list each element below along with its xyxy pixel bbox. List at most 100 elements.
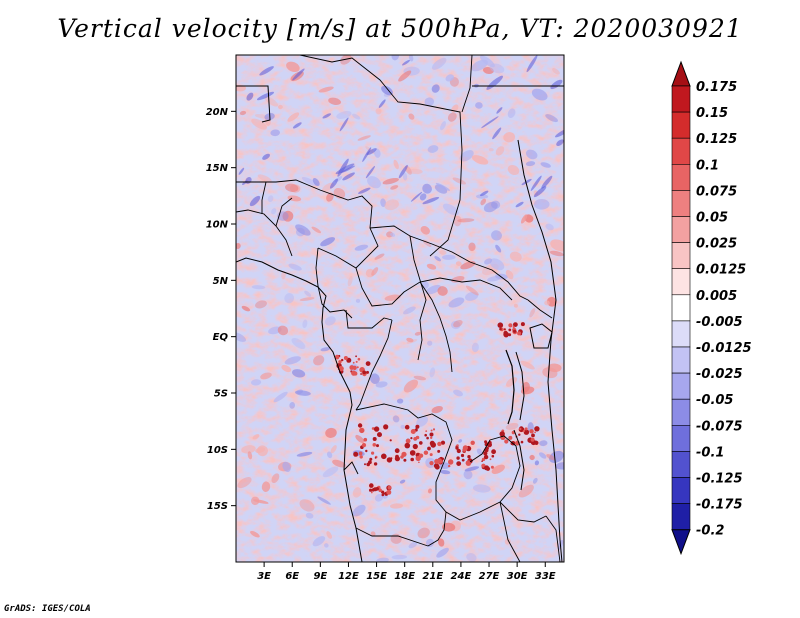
convective-cell [497,322,504,329]
velocity-cell [545,114,558,123]
velocity-cell [448,297,465,308]
convective-cell [531,433,535,438]
velocity-cell [460,261,476,270]
velocity-cell [408,541,418,549]
convective-cell [512,325,515,329]
velocity-cell [414,331,422,336]
velocity-cell [483,201,498,213]
velocity-cell [547,363,562,373]
velocity-cell [299,499,315,512]
convective-cell [504,439,509,444]
downdraft-cell [410,191,423,202]
velocity-cell [241,445,256,454]
velocity-cell [438,538,445,547]
convective-cell [409,450,416,456]
convective-cell [427,446,431,451]
colorbar-label: -0.0125 [696,341,752,356]
velocity-cell [403,306,416,315]
colorbar-swatch [671,320,691,348]
colorbar-label: 0.05 [696,211,728,226]
convective-cell [467,455,471,459]
downdraft-cell [479,190,489,197]
velocity-cell [236,85,246,92]
velocity-cell [471,155,489,165]
velocity-cell [475,102,483,109]
velocity-cell [255,300,267,309]
velocity-cell [301,177,318,186]
convective-cell [441,457,445,461]
colorbar: 0.175 0.15 0.125 0.1 0.075 0.05 0.025 0.0125 0.0… [671,60,752,556]
convective-cell [522,429,526,432]
convective-cell [481,460,483,463]
convective-cell [434,458,440,465]
velocity-cell [440,121,446,131]
downdraft-cell [492,127,502,140]
velocity-cell [555,462,564,470]
velocity-cell [406,337,414,343]
velocity-cell [284,356,301,365]
velocity-cell [495,146,505,156]
velocity-cell [241,305,251,312]
velocity-cell [352,113,361,120]
colorbar-swatch [671,216,691,243]
convective-cell [374,457,377,459]
vertical-velocity-field [236,55,564,562]
colorbar-label: -0.125 [696,472,743,487]
velocity-cell [285,183,299,192]
downdraft-cell [246,92,254,101]
convective-cell [456,448,461,454]
convective-cell [356,366,359,369]
velocity-cell [326,451,333,459]
convective-cell [410,457,415,462]
velocity-cell [292,369,306,378]
convective-cell [491,449,496,455]
velocity-cell [491,464,505,475]
convective-cell [426,436,429,440]
colorbar-swatch [671,137,691,165]
velocity-cell [427,488,433,494]
velocity-cell [471,342,479,353]
downdraft-cell [329,178,339,189]
velocity-cell [525,161,536,167]
convective-cell [434,464,440,470]
velocity-cell [317,496,331,505]
colorbar-swatch [671,451,691,478]
velocity-cell [374,148,381,158]
velocity-cell [552,68,560,75]
velocity-cell [296,451,313,457]
velocity-cell [434,256,442,262]
convective-cell [362,370,367,375]
velocity-cell [286,61,300,73]
velocity-cell [466,553,477,562]
velocity-cell [489,63,505,74]
convective-cell [334,354,340,360]
lat-tick-label: 20N [206,107,229,118]
convective-cell [400,455,404,459]
velocity-cell [332,459,346,468]
velocity-cell [427,340,433,346]
velocity-cell [325,427,337,438]
downdraft-cell [481,116,499,129]
convective-cell [403,458,407,462]
velocity-cell [251,118,267,130]
velocity-cell [471,59,488,72]
convective-cell [351,370,357,376]
convective-cell [456,461,462,466]
downdraft-cell [530,175,542,191]
velocity-cell [403,379,419,393]
velocity-cell [355,434,365,444]
velocity-cell [422,183,432,194]
velocity-cell [251,285,266,290]
convective-cell [366,370,369,374]
velocity-cell [392,415,400,423]
colorbar-swatch [671,268,691,296]
velocity-cell [330,445,337,454]
downdraft-cell [292,122,302,129]
convective-cell [355,355,357,358]
colorbar-label: -0.2 [696,524,724,539]
velocity-cell [549,250,564,257]
downdraft-cell [292,68,305,81]
velocity-cell [546,454,556,461]
velocity-cell [408,113,415,120]
downdraft-cell [554,128,564,138]
